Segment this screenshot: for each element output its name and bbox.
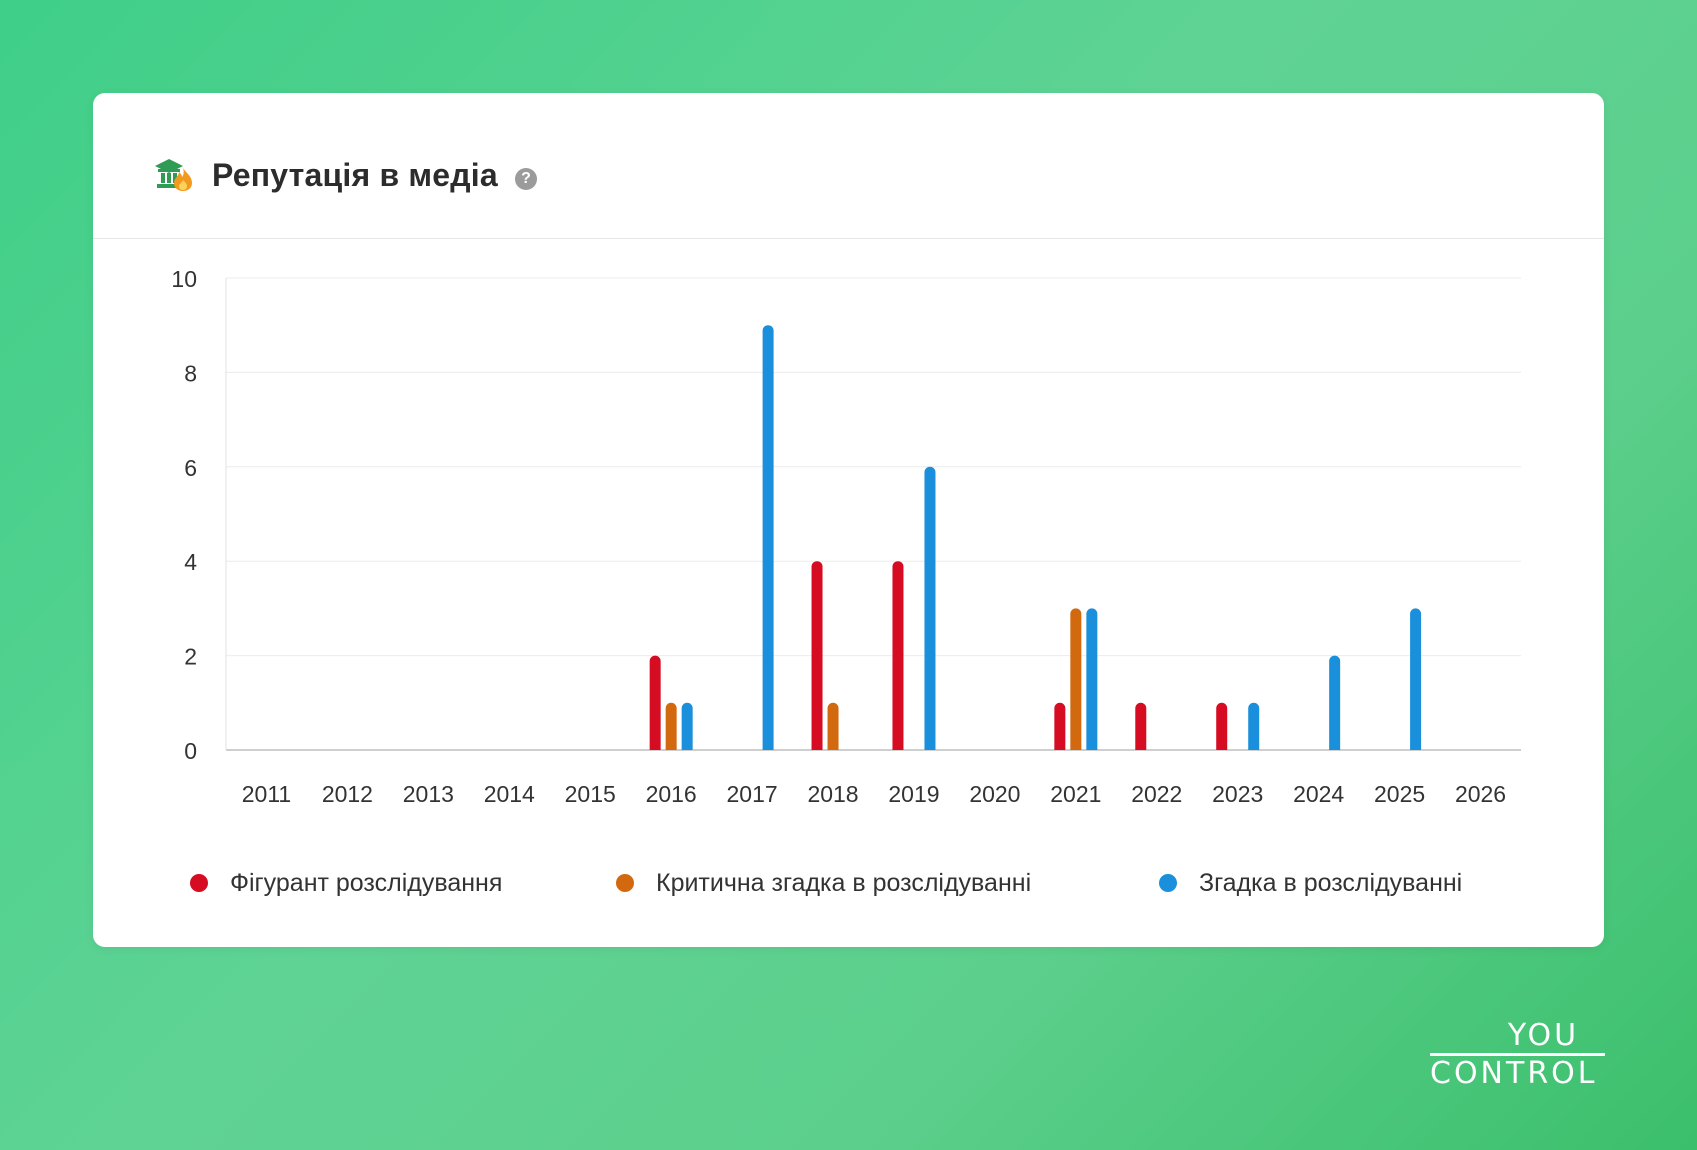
reputation-media-icon xyxy=(155,159,192,191)
y-tick-label: 6 xyxy=(184,455,197,481)
logo-control-text: CONTROL xyxy=(1430,1056,1598,1091)
bar-mention xyxy=(1329,655,1341,750)
bar-critical-mention xyxy=(827,702,839,750)
y-tick-label: 2 xyxy=(184,644,197,670)
bar-subject xyxy=(649,655,661,750)
legend-item[interactable]: Згадка в розслідуванні xyxy=(1159,863,1462,903)
x-tick-label: 2015 xyxy=(565,781,616,807)
x-tick-label: 2012 xyxy=(322,781,373,807)
bar-mention xyxy=(1086,608,1098,750)
x-tick-label: 2016 xyxy=(646,781,697,807)
x-tick-label: 2024 xyxy=(1293,781,1344,807)
x-tick-label: 2018 xyxy=(807,781,858,807)
logo-you-text: YOU xyxy=(1507,1018,1580,1053)
x-tick-label: 2011 xyxy=(242,781,291,807)
x-tick-label: 2023 xyxy=(1212,781,1263,807)
bar-subject xyxy=(1135,702,1147,750)
media-reputation-bar-chart: 0 2 4 6 8 10 2011 2012 2013 2014 2015 2016 2017 2018 2… xyxy=(171,266,1521,807)
x-tick-label: 2019 xyxy=(888,781,939,807)
x-tick-label: 2022 xyxy=(1131,781,1182,807)
x-tick-label: 2021 xyxy=(1050,781,1101,807)
legend-label: Фігурант розслідування xyxy=(230,868,503,897)
bar-subject xyxy=(892,561,904,750)
bar-mention xyxy=(681,702,693,750)
bar-critical-mention xyxy=(665,702,677,750)
y-tick-label: 10 xyxy=(171,266,197,292)
x-tick-label: 2026 xyxy=(1455,781,1506,807)
legend-dot-icon xyxy=(190,874,208,892)
legend-item[interactable]: Фігурант розслідування xyxy=(190,863,502,903)
card-header: Репутація в медіа ? xyxy=(93,93,1604,239)
bar-subject xyxy=(811,561,823,750)
legend-dot-icon xyxy=(616,874,634,892)
media-reputation-card: Репутація в медіа ? 0 2 4 6 8 10 2011 2012 2013 2… xyxy=(93,93,1604,947)
x-tick-label: 2014 xyxy=(484,781,535,807)
bar-critical-mention xyxy=(1070,608,1082,750)
bar-mention xyxy=(924,466,936,750)
card-title: Репутація в медіа xyxy=(212,157,498,193)
x-tick-label: 2017 xyxy=(727,781,778,807)
y-tick-label: 8 xyxy=(184,360,197,386)
bar-mention xyxy=(1410,608,1422,750)
bar-mention xyxy=(762,325,774,750)
help-icon[interactable]: ? xyxy=(515,168,537,190)
bar-subject xyxy=(1216,702,1228,750)
x-tick-label: 2020 xyxy=(969,781,1020,807)
bar-subject xyxy=(1054,702,1066,750)
youcontrol-logo: YOU CONTROL xyxy=(1430,1018,1605,1091)
x-tick-label: 2013 xyxy=(403,781,454,807)
y-tick-label: 0 xyxy=(184,738,197,764)
chart-legend: Фігурант розслідування Критична згадка в … xyxy=(93,863,1604,903)
legend-dot-icon xyxy=(1159,874,1177,892)
legend-label: Згадка в розслідуванні xyxy=(1199,868,1463,897)
bar-mention xyxy=(1248,702,1260,750)
y-tick-label: 4 xyxy=(184,549,197,575)
x-tick-label: 2025 xyxy=(1374,781,1425,807)
legend-label: Критична згадка в розслідуванні xyxy=(656,868,1032,897)
logo-divider xyxy=(1430,1053,1605,1056)
legend-item[interactable]: Критична згадка в розслідуванні xyxy=(616,863,1031,903)
